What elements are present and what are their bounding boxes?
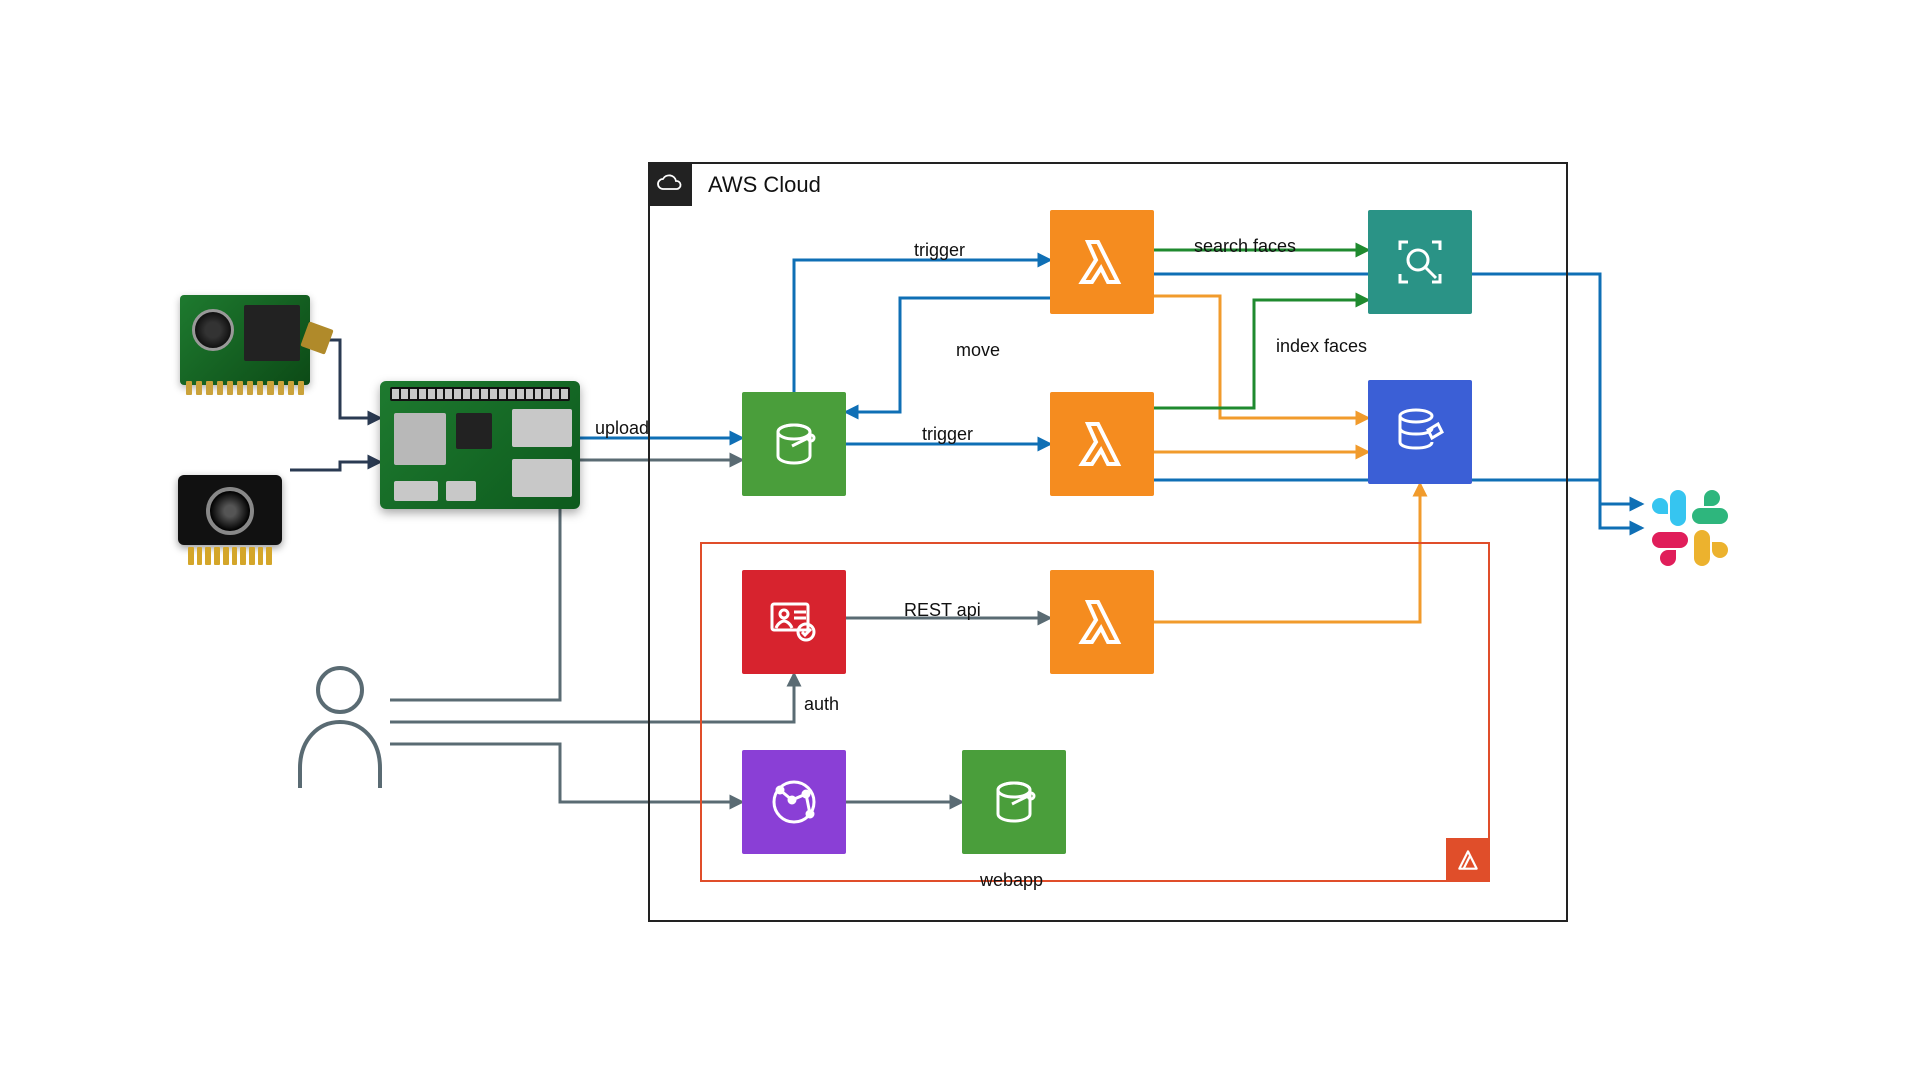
edge-label-trigger2: trigger [922, 424, 973, 445]
raspberry-pi [380, 380, 580, 510]
lambda-search [1050, 210, 1154, 314]
edge-label-upload: upload [595, 418, 649, 439]
cloudfront [742, 750, 846, 854]
edge-label-index_faces: index faces [1276, 336, 1367, 357]
cognito [742, 570, 846, 674]
camera-module [180, 290, 310, 390]
s3-bucket-webapp [962, 750, 1066, 854]
dynamodb [1368, 380, 1472, 484]
edge-label-auth: auth [804, 694, 839, 715]
edge-label-rest_api: REST api [904, 600, 981, 621]
lambda-index [1050, 392, 1154, 496]
thermal-sensor [170, 460, 290, 570]
slack-icon [1642, 480, 1738, 576]
aws-cloud-title: AWS Cloud [708, 172, 821, 198]
diagram-canvas: { "meta": { "width": 1920, "height": 108… [0, 0, 1920, 1080]
cloud-icon [648, 162, 692, 206]
edge-label-move: move [956, 340, 1000, 361]
edge-label-search_faces: search faces [1194, 236, 1296, 257]
user-icon [290, 660, 390, 790]
edge-thermal-pi [290, 462, 380, 470]
edge-label-webapp: webapp [980, 870, 1043, 891]
s3-bucket-main [742, 392, 846, 496]
rekognition [1368, 210, 1472, 314]
amplify-icon [1446, 838, 1490, 882]
edge-label-trigger1: trigger [914, 240, 965, 261]
lambda-api [1050, 570, 1154, 674]
